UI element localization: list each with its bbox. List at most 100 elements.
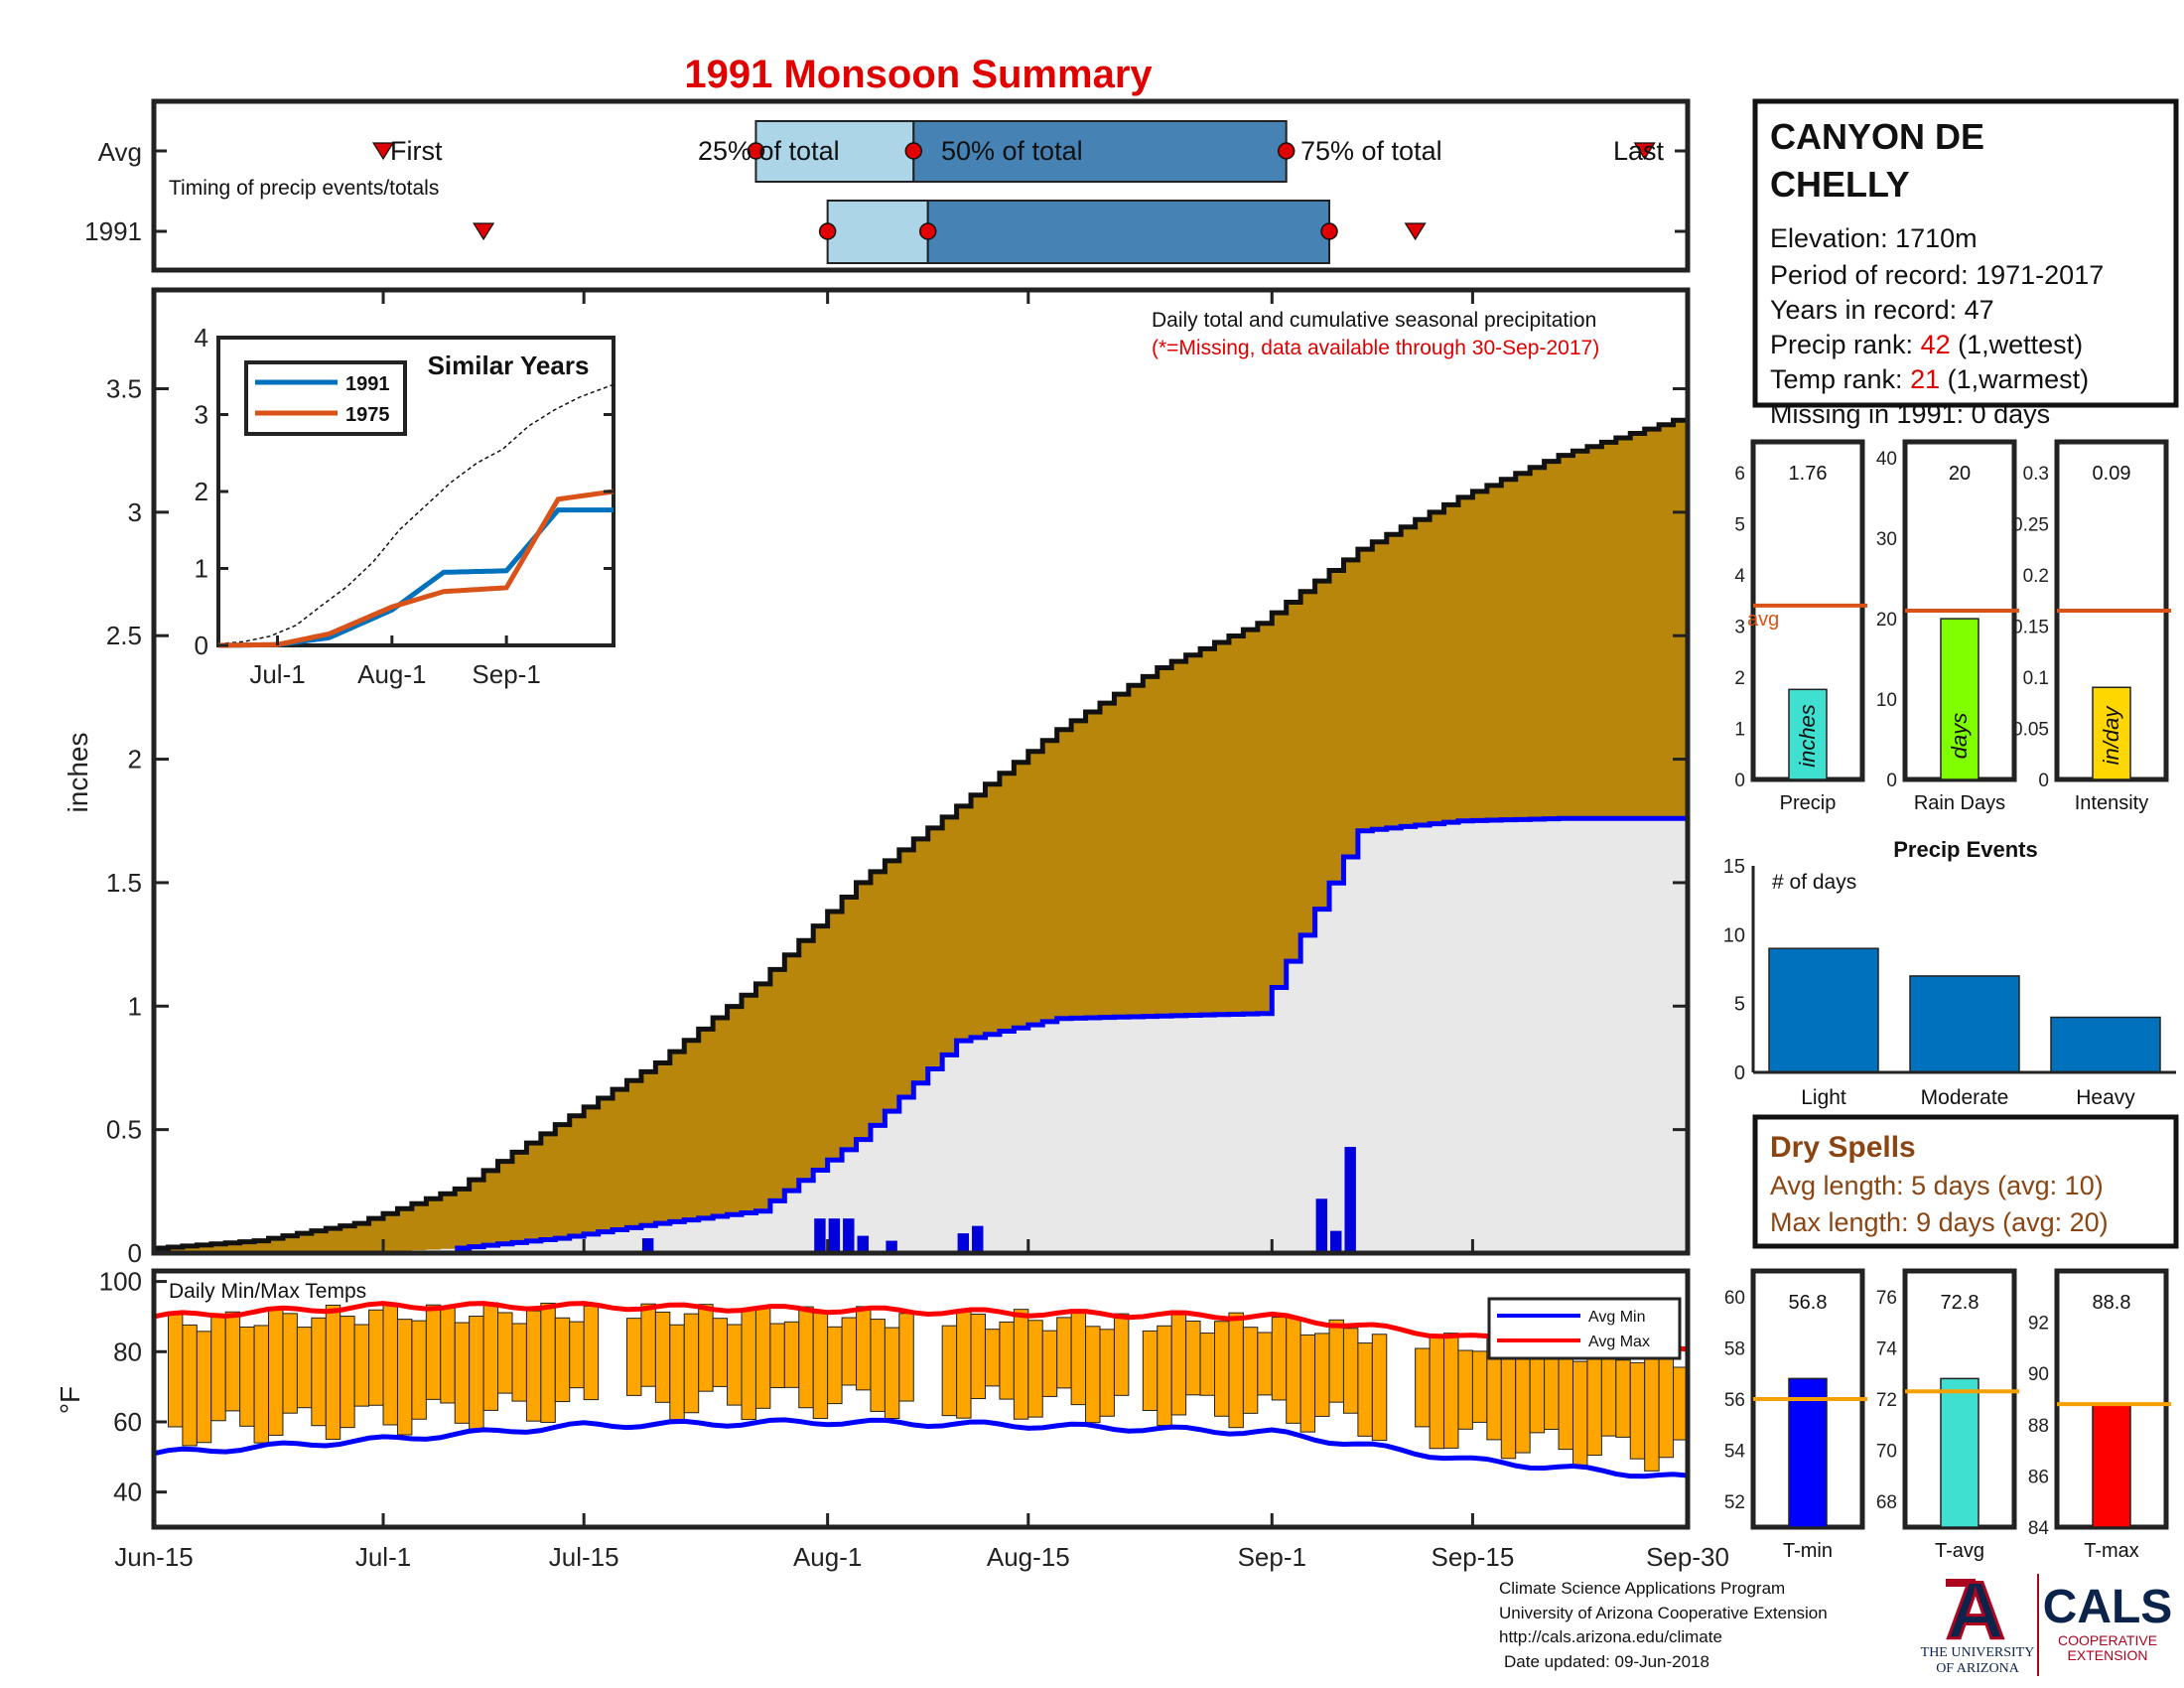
daily-temp-bar <box>1286 1317 1301 1424</box>
daily-temp-bar <box>1056 1317 1072 1389</box>
footer-line-1: Climate Science Applications Program <box>1499 1579 1786 1598</box>
stat-value: 72.8 <box>1941 1292 1979 1314</box>
event-bar-moderate <box>1909 975 2020 1073</box>
stat-ytick-label: 10 <box>1876 690 1897 711</box>
inset-xtick-label: Jul-1 <box>249 659 305 689</box>
daily-temp-bar <box>340 1316 355 1429</box>
timing-avg-marker-25 <box>747 142 765 160</box>
stat-ytick-label: 5 <box>1734 514 1745 535</box>
stat-value: 20 <box>1949 463 1971 485</box>
daily-temp-bar <box>469 1316 484 1430</box>
precip-events-chart: Precip Events Light Moderate Heavy 0 5 10 15 #… <box>1723 837 2176 1109</box>
daily-temp-bar <box>1242 1327 1259 1414</box>
timing-year-box-25-50 <box>826 200 929 264</box>
stat-ytick-label: 88 <box>2028 1416 2049 1437</box>
main-ytick-label: 3 <box>128 497 142 527</box>
stat-value: 56.8 <box>1789 1292 1828 1314</box>
daily-temp-bar <box>999 1321 1015 1400</box>
daily-temp-bar <box>282 1313 298 1414</box>
stat-label: T-max <box>2084 1540 2139 1562</box>
daily-temp-bar <box>182 1324 198 1447</box>
daily-temp-bar <box>382 1303 398 1426</box>
stat-label: T-avg <box>1935 1540 1984 1562</box>
legend-label-1991: 1991 <box>345 373 390 395</box>
station-elevation: Elevation: 1710m <box>1770 223 1978 253</box>
daily-temp-bar <box>311 1317 327 1427</box>
stat-ytick-label: 6 <box>1734 464 1745 485</box>
dry-spells-box: Dry Spells Avg length: 5 days (avg: 10) … <box>1752 1114 2179 1249</box>
daily-temp-bar <box>870 1319 886 1412</box>
daily-temp-bar <box>353 1324 370 1407</box>
footer-line-3: http://cals.arizona.edu/climate <box>1499 1627 1722 1646</box>
year-cumulative-line <box>455 815 1688 1251</box>
timing-year-last-triangle <box>1404 222 1427 241</box>
stat-ytick-label: 84 <box>2028 1518 2050 1539</box>
xtick-label: Jul-15 <box>549 1542 619 1572</box>
daily-temp-bar <box>1429 1335 1445 1450</box>
daily-temp-bar <box>554 1317 571 1403</box>
legend-label-avg-max: Avg Max <box>1588 1334 1650 1350</box>
stat-ytick-label: 40 <box>1876 449 1897 470</box>
daily-temp-bar <box>1644 1346 1660 1472</box>
footer-line-4: Date updated: 09-Jun-2018 <box>1504 1651 1709 1671</box>
stat-bar-t-min <box>1788 1377 1828 1528</box>
dry-spells-max: Max length: 9 days (avg: 20) <box>1770 1207 2109 1237</box>
daily-temp-bar <box>1586 1347 1602 1457</box>
daily-temp-bar <box>1342 1328 1359 1414</box>
xtick-label: Jun-15 <box>114 1542 194 1572</box>
main-ytick-label: 3.5 <box>106 373 142 403</box>
first-label: First <box>390 136 443 166</box>
daily-temp-bar <box>1228 1312 1244 1429</box>
precip-stat-bars: 1.76 Precip inches avg 0 1 2 3 4 5 6 20 Rain Days day… <box>1734 439 2171 814</box>
main-note-1: Daily total and cumulative seasonal prec… <box>1152 309 1596 332</box>
timing-avg-box-50-75 <box>912 120 1288 183</box>
footer-line-2: University of Arizona Cooperative Extens… <box>1499 1603 1828 1622</box>
daily-temp-bar <box>1415 1347 1431 1428</box>
daily-temp-bar <box>1157 1325 1172 1427</box>
stat-bar-precip <box>1788 688 1828 780</box>
daily-temp-bar <box>440 1307 456 1404</box>
daily-temp-bar <box>754 1307 771 1409</box>
inset-series-line-1975 <box>217 489 614 648</box>
daily-temp-bar <box>525 1310 542 1422</box>
xtick-label: Sep-30 <box>1646 1542 1729 1572</box>
daily-temp-bar <box>1558 1350 1573 1451</box>
daily-precip-bar <box>957 1233 970 1253</box>
stat-ytick-label: 0.2 <box>2023 566 2049 587</box>
pct75-label: 75% of total <box>1300 136 1442 166</box>
legend-label-1975: 1975 <box>345 404 390 426</box>
university-of-arizona-logo: A THE UNIVERSITY OF ARIZONA <box>1921 1565 2039 1676</box>
daily-temp-bar <box>1199 1333 1216 1396</box>
temp-rank: Temp rank: 21 (1,warmest) <box>1770 364 2089 394</box>
stat-label: Precip <box>1780 792 1837 814</box>
stat-ytick-label: 20 <box>1876 610 1897 631</box>
daily-temp-bar <box>741 1309 756 1421</box>
daily-temp-bar <box>1443 1333 1459 1449</box>
temp-stat-bars: 56.8 T-min 52 54 56 58 60 72.8 T-avg 68 70 72 74 76 88… <box>1724 1268 2171 1562</box>
daily-temp-bar <box>253 1325 270 1444</box>
stat-ytick-label: 54 <box>1724 1442 1746 1463</box>
daily-temp-bar <box>1041 1330 1058 1397</box>
daily-temp-bar <box>841 1317 858 1386</box>
daily-temp-bar <box>1471 1350 1488 1423</box>
timing-avg-marker-75 <box>1277 142 1296 160</box>
daily-temp-bar <box>1099 1329 1115 1417</box>
daily-temp-bar <box>167 1312 184 1428</box>
daily-precip-bar <box>972 1225 984 1253</box>
daily-temp-bar <box>569 1321 585 1389</box>
timing-year-marker-25 <box>818 222 837 240</box>
daily-temp-bar <box>941 1325 958 1417</box>
daily-temp-bar <box>798 1306 814 1409</box>
stat-value: 0.09 <box>2093 463 2131 485</box>
events-ylabel: # of days <box>1772 871 1856 894</box>
daily-temp-bar <box>1571 1360 1588 1466</box>
daily-temp-bar <box>296 1327 313 1409</box>
stat-ytick-label: 0 <box>1886 771 1897 791</box>
temp-ytick-label: 60 <box>113 1407 142 1437</box>
dry-spells-avg: Avg length: 5 days (avg: 10) <box>1770 1171 2104 1200</box>
daily-temp-bar <box>1185 1320 1201 1396</box>
main-ytick-label: 1.5 <box>106 868 142 898</box>
daily-temp-bar <box>625 1318 642 1396</box>
station-missing: Missing in 1991: 0 days <box>1770 399 2050 429</box>
